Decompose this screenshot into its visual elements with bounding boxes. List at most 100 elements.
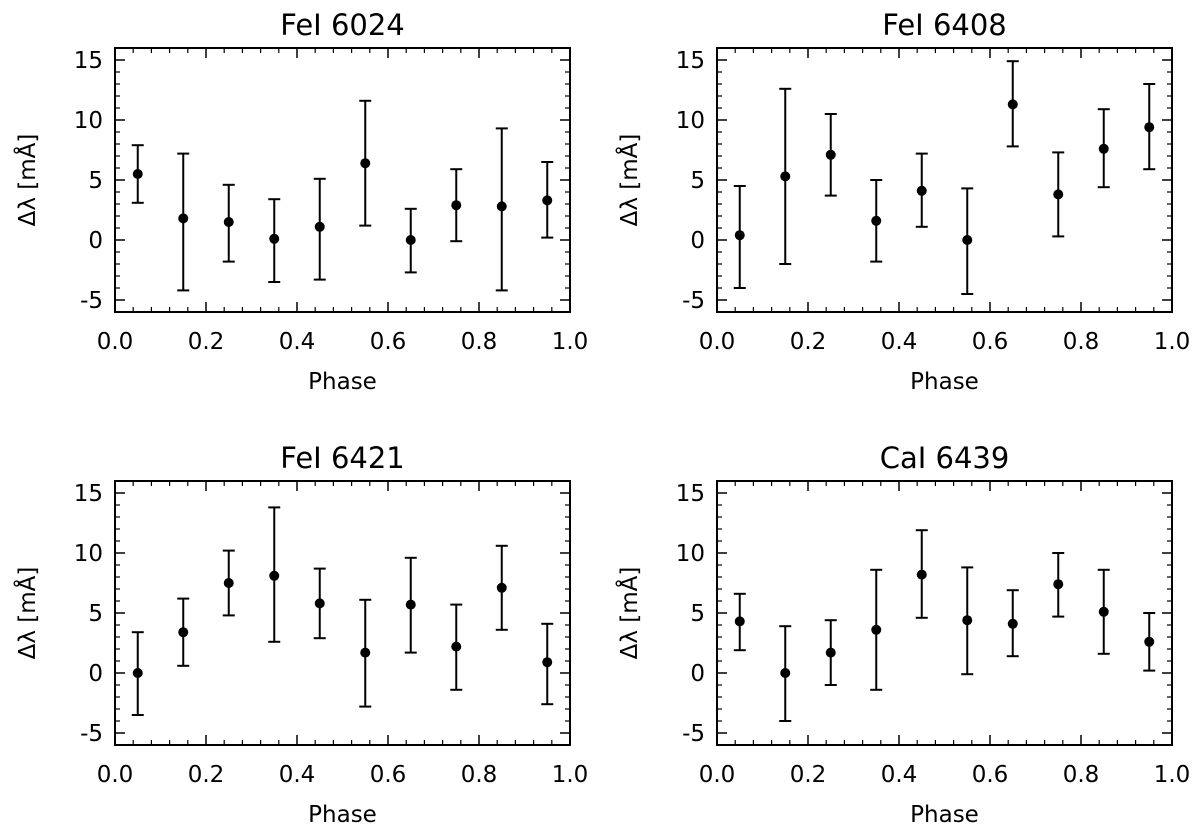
data-marker (1007, 618, 1018, 629)
data-marker (962, 235, 973, 245)
x-tick-label: 0.8 (461, 762, 498, 788)
x-tick-label: 1.0 (1154, 329, 1191, 355)
data-point-8 (1052, 151, 1065, 238)
data-marker (825, 149, 836, 160)
data-point-6 (359, 598, 372, 708)
data-point-9 (1097, 108, 1110, 189)
data-marker (1098, 143, 1109, 154)
data-marker (132, 169, 143, 179)
data-point-7 (1006, 60, 1019, 148)
data-marker (496, 582, 507, 593)
y-tick-label: 0 (88, 661, 103, 687)
data-marker (734, 230, 745, 241)
data-marker (496, 201, 507, 212)
y-tick-label: 5 (690, 601, 705, 627)
chart-title: FeI 6024 (280, 8, 405, 42)
data-point-3 (222, 549, 235, 617)
y-axis-label: Δλ [mÅ] (13, 134, 41, 227)
data-point-3 (824, 619, 837, 686)
panel-fei-6024: FeI 6024 0.0 0.2 0.4 0.6 0.8 1.0 -5 0 5 10 15 Phase Δ… (13, 8, 588, 395)
data-marker (1144, 636, 1155, 647)
y-tick-label: -5 (80, 288, 103, 314)
y-tick-label: 10 (676, 108, 705, 134)
x-tick-label: 1.0 (552, 762, 589, 788)
data-point-9 (1097, 568, 1110, 655)
data-marker (780, 668, 791, 678)
data-point-8 (450, 168, 463, 243)
data-marker (314, 598, 325, 609)
x-tick-label: 0.6 (370, 329, 407, 355)
y-tick-label: 15 (676, 48, 705, 74)
data-marker (178, 213, 189, 224)
y-tick-label: 15 (676, 481, 705, 507)
panel-fei-6421: FeI 6421 0.0 0.2 0.4 0.6 0.8 1.0 -5 0 5 10 15 Phase Δ… (13, 441, 588, 826)
data-point-2 (177, 152, 190, 292)
x-tick-label: 1.0 (552, 329, 589, 355)
data-marker (1144, 122, 1155, 133)
data-marker (178, 627, 189, 638)
y-tick-label: 0 (690, 228, 705, 254)
data-point-10 (541, 622, 554, 706)
x-tick-label: 0.0 (97, 762, 134, 788)
data-point-2 (779, 87, 792, 265)
x-tick-label: 0.2 (790, 762, 827, 788)
x-tick-label: 0.6 (370, 762, 407, 788)
y-tick-label: 0 (88, 228, 103, 254)
data-marker (825, 647, 836, 658)
y-tick-label: -5 (682, 721, 705, 747)
data-point-3 (824, 113, 837, 197)
x-axis-label: Phase (910, 802, 979, 826)
data-point-1 (733, 592, 746, 652)
data-point-5 (313, 177, 326, 281)
data-marker (1098, 606, 1109, 617)
data-point-1 (131, 144, 144, 204)
data-marker (223, 578, 234, 588)
data-point-8 (450, 603, 463, 691)
data-point-2 (779, 625, 792, 722)
data-point-6 (359, 99, 372, 227)
x-tick-label: 0.6 (972, 329, 1009, 355)
data-point-3 (222, 183, 235, 263)
y-axis-label: Δλ [mÅ] (615, 567, 643, 660)
x-tick-label: 0.0 (97, 329, 134, 355)
data-point-5 (915, 529, 928, 619)
data-marker (871, 624, 882, 635)
data-point-9 (495, 544, 508, 631)
data-marker (223, 217, 234, 227)
data-point-10 (541, 161, 554, 239)
data-point-9 (495, 127, 508, 292)
data-point-4 (268, 506, 281, 643)
chart-title: FeI 6421 (280, 441, 405, 475)
x-tick-label: 0.4 (279, 329, 316, 355)
y-tick-label: 15 (74, 481, 103, 507)
y-tick-label: 0 (690, 661, 705, 687)
data-marker (269, 570, 280, 581)
panel-fei-6408: FeI 6408 0.0 0.2 0.4 0.6 0.8 1.0 -5 0 5 10 15 Phase Δ… (615, 8, 1190, 395)
data-marker (1053, 189, 1064, 200)
data-marker (542, 657, 553, 668)
chart-title: CaI 6439 (880, 441, 1010, 475)
x-tick-label: 0.2 (188, 762, 225, 788)
data-marker (962, 615, 973, 626)
x-tick-label: 0.4 (881, 329, 918, 355)
x-axis-label: Phase (308, 802, 377, 826)
x-tick-label: 0.2 (790, 329, 827, 355)
data-marker (734, 616, 745, 627)
data-point-4 (870, 568, 883, 691)
data-marker (916, 569, 927, 580)
y-tick-label: 5 (88, 601, 103, 627)
y-axis-label: Δλ [mÅ] (13, 567, 41, 660)
x-tick-label: 0.8 (1063, 329, 1100, 355)
x-tick-label: 0.4 (279, 762, 316, 788)
data-marker (314, 221, 325, 232)
y-tick-label: -5 (682, 288, 705, 314)
data-marker (871, 215, 882, 226)
y-tick-label: 15 (74, 48, 103, 74)
data-marker (132, 668, 143, 678)
data-point-5 (313, 567, 326, 640)
data-marker (780, 171, 791, 182)
x-tick-label: 0.6 (972, 762, 1009, 788)
y-tick-label: -5 (80, 721, 103, 747)
x-tick-label: 1.0 (1154, 762, 1191, 788)
